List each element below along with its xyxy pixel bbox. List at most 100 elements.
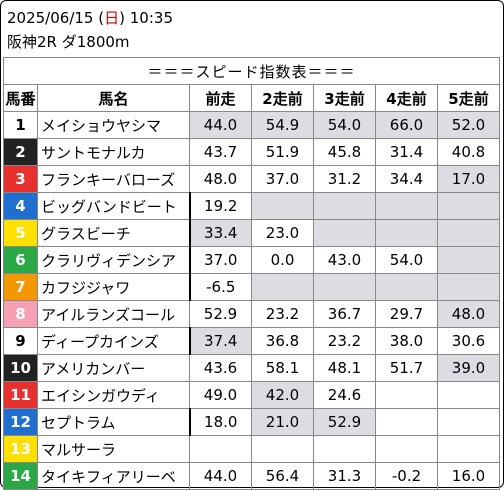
race-weekday: 日 [104, 9, 120, 27]
column-header-3rd: 3走前 [313, 84, 376, 112]
race-time: 10:35 [129, 9, 173, 27]
speed-index-3rd: 52.9 [313, 408, 376, 436]
speed-index-3rd: 31.2 [313, 165, 376, 193]
speed-index-4th [375, 192, 438, 220]
column-header-number: 馬番 [3, 84, 38, 112]
speed-index-3rd: 45.8 [313, 138, 376, 166]
speed-index-2nd: 58.1 [251, 354, 314, 382]
horse-number: 8 [3, 300, 38, 328]
horse-number: 7 [3, 273, 38, 301]
speed-index-4th [375, 273, 438, 301]
speed-index-5th [437, 192, 500, 220]
speed-index-4th: 34.4 [375, 165, 438, 193]
horse-name: エイシンガウディ [37, 381, 190, 409]
horse-number: 11 [3, 381, 38, 409]
table-row: 7 カフジジャワ -6.5 [3, 273, 500, 301]
horse-name: マルサーラ [37, 435, 190, 463]
speed-index-last: -6.5 [189, 273, 252, 301]
table-row: 6 クラリヴィデンシア 37.0 0.0 43.0 54.0 [3, 246, 500, 274]
horse-number: 2 [3, 138, 38, 166]
table-row: 8 アイルランズコール 52.9 23.2 36.7 29.7 48.0 [3, 300, 500, 328]
speed-index-5th: 40.8 [437, 138, 500, 166]
speed-index-4th [375, 219, 438, 247]
speed-index-last [189, 435, 252, 463]
speed-index-2nd: 42.0 [251, 381, 314, 409]
speed-index-5th: 48.0 [437, 300, 500, 328]
horse-number: 6 [3, 246, 38, 274]
horse-name: メイショウヤシマ [37, 111, 190, 139]
speed-index-3rd: 24.6 [313, 381, 376, 409]
speed-index-5th: 17.0 [437, 165, 500, 193]
speed-index-2nd: 23.2 [251, 300, 314, 328]
horse-name: ディープカインズ [37, 327, 191, 355]
speed-index-4th: 31.4 [375, 138, 438, 166]
horse-number: 3 [3, 165, 38, 193]
speed-index-3rd: 54.0 [313, 111, 376, 139]
table-row: 11 エイシンガウディ 49.0 42.0 24.6 [3, 381, 500, 409]
speed-index-last: 49.0 [189, 381, 252, 409]
speed-index-4th [375, 435, 438, 463]
speed-index-2nd: 21.0 [251, 408, 314, 436]
speed-index-2nd [251, 192, 314, 220]
horse-name: フランキーバローズ [37, 165, 190, 193]
race-datetime: 2025/06/15 (日) 10:35 [7, 9, 173, 27]
table-row: 12 セプトラム 18.0 21.0 52.9 [3, 408, 500, 436]
horse-number: 13 [3, 435, 38, 463]
speed-index-5th [437, 381, 500, 409]
horse-name: ビッグバンドビート [37, 192, 191, 220]
column-header-2nd: 2走前 [251, 84, 314, 112]
speed-index-4th: -0.2 [375, 462, 438, 490]
speed-index-3rd [313, 273, 376, 301]
column-header-name: 馬名 [37, 84, 190, 112]
speed-index-last: 48.0 [189, 165, 252, 193]
table-row: 3 フランキーバローズ 48.0 37.0 31.2 34.4 17.0 [3, 165, 500, 193]
speed-index-3rd [313, 435, 376, 463]
speed-index-2nd: 37.0 [251, 165, 314, 193]
speed-index-3rd: 36.7 [313, 300, 376, 328]
speed-index-2nd: 23.0 [251, 219, 314, 247]
table-row: 14 タイキフィアリーベ 44.0 56.4 31.3 -0.2 16.0 [3, 462, 500, 490]
speed-index-last: 18.0 [189, 408, 252, 436]
speed-index-3rd: 43.0 [313, 246, 376, 274]
speed-index-5th [437, 435, 500, 463]
speed-index-2nd: 56.4 [251, 462, 314, 490]
race-info: 阪神2R ダ1800m [7, 33, 130, 51]
speed-index-5th [437, 408, 500, 436]
speed-index-last: 43.7 [189, 138, 252, 166]
speed-index-last: 19.2 [189, 192, 252, 220]
speed-index-5th [437, 219, 500, 247]
speed-index-2nd: 54.9 [251, 111, 314, 139]
speed-index-5th: 52.0 [437, 111, 500, 139]
speed-index-4th: 54.0 [375, 246, 438, 274]
speed-index-2nd: 51.9 [251, 138, 314, 166]
horse-name: カフジジャワ [37, 273, 191, 301]
speed-index-4th: 29.7 [375, 300, 438, 328]
speed-index-table: ＝＝＝スピード指数表＝＝＝ 馬番 馬名 前走 2走前 3走前 4走前 5走前 1… [3, 57, 500, 490]
horse-name: クラリヴィデンシア [37, 246, 191, 274]
horse-name: セプトラム [37, 408, 191, 436]
speed-index-4th: 38.0 [375, 327, 438, 355]
horse-number: 1 [3, 111, 38, 139]
speed-index-2nd: 0.0 [251, 246, 314, 274]
table-row: 1 メイショウヤシマ 44.0 54.9 54.0 66.0 52.0 [3, 111, 500, 139]
horse-number: 14 [3, 462, 38, 490]
speed-index-2nd: 36.8 [251, 327, 314, 355]
table-row: 10 アメリカンバー 43.6 58.1 48.1 51.7 39.0 [3, 354, 500, 382]
speed-index-5th: 39.0 [437, 354, 500, 382]
horse-number: 5 [3, 219, 38, 247]
horse-number: 9 [3, 327, 38, 355]
horse-number: 4 [3, 192, 38, 220]
speed-index-3rd [313, 219, 376, 247]
speed-index-3rd: 31.3 [313, 462, 376, 490]
speed-index-4th: 51.7 [375, 354, 438, 382]
table-row: 2 サントモナルカ 43.7 51.9 45.8 31.4 40.8 [3, 138, 500, 166]
speed-index-5th [437, 273, 500, 301]
table-title: ＝＝＝スピード指数表＝＝＝ [3, 57, 500, 85]
horse-name: グラスビーチ [37, 219, 191, 247]
speed-index-last: 43.6 [189, 354, 252, 382]
speed-index-last: 44.0 [189, 111, 252, 139]
race-date: 2025/06/15 [7, 9, 94, 27]
horse-number: 10 [3, 354, 38, 382]
speed-index-last: 52.9 [189, 300, 252, 328]
